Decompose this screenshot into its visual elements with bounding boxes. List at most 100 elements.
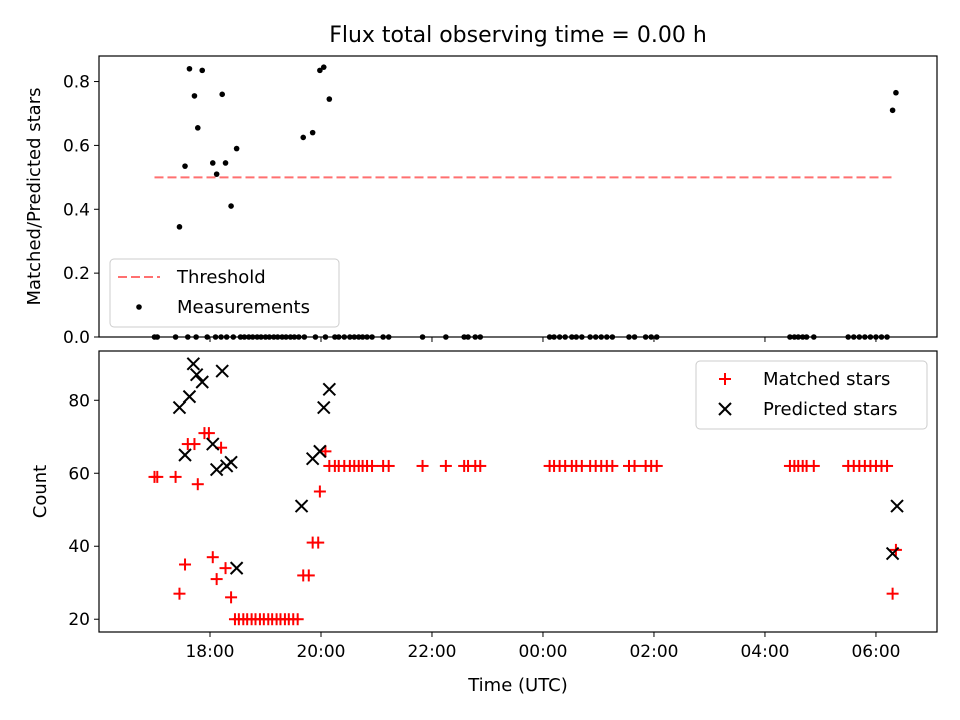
predicted-star-point — [186, 357, 201, 371]
predicted-star-point — [224, 455, 238, 470]
predicted-star-point — [206, 437, 220, 451]
matched-star-point — [439, 459, 452, 472]
measurement-point — [300, 134, 307, 141]
predicted-star-point — [890, 499, 904, 513]
matched-star-point — [302, 569, 315, 582]
matched-star-point — [606, 459, 619, 472]
bottom-panel: 20 40 60 80 18:00 20:00 22:00 00:00 02:00 04:00 06… — [30, 350, 938, 696]
bottom-plot-frame — [98, 350, 938, 633]
matched-star-point — [881, 459, 894, 472]
predicted-star-point — [195, 375, 209, 389]
measurement-point — [222, 160, 229, 166]
top-y-axis-label: Matched/Predicted stars — [24, 88, 45, 306]
measurement-point — [326, 96, 333, 102]
measurement-point — [194, 125, 201, 131]
matched-star-point — [319, 445, 332, 458]
bottom-legend: Matched stars Predicted stars — [695, 360, 928, 430]
predicted-star-point — [294, 499, 309, 513]
predicted-star-point — [182, 389, 197, 404]
predicted-stars-series — [172, 357, 904, 575]
predicted-star-point — [178, 448, 192, 462]
legend-measurements-label: Measurements — [177, 297, 310, 318]
predicted-star-point — [885, 546, 900, 561]
matched-star-point — [382, 459, 395, 472]
legend-measurements-swatch — [136, 304, 142, 310]
predicted-star-point — [313, 444, 327, 459]
top-y-tick-label: 0.0 — [63, 328, 90, 348]
measurement-point — [317, 67, 323, 74]
legend-threshold-label: Threshold — [176, 267, 266, 288]
bottom-y-tick-label: 40 — [68, 537, 90, 557]
measurement-point — [893, 89, 899, 96]
measurement-point — [228, 203, 234, 209]
measurement-point — [309, 129, 316, 136]
top-legend-box — [109, 258, 340, 328]
predicted-star-point — [209, 462, 224, 477]
bottom-axis-ticks: 20 40 60 80 18:00 20:00 22:00 00:00 02:00 04:00 06… — [68, 391, 900, 662]
legend-plus-marker — [719, 373, 731, 385]
matched-star-point — [474, 459, 487, 472]
matched-star-point — [225, 591, 238, 604]
matched-star-point — [313, 485, 326, 498]
measurement-point — [191, 93, 198, 99]
measurement-point — [889, 107, 896, 114]
measurement-point — [233, 145, 240, 152]
legend-matched-label: Matched stars — [763, 369, 890, 390]
matched-star-point — [188, 438, 201, 451]
measurement-point — [186, 65, 193, 72]
top-axis-ticks: 0.0 0.2 0.4 0.6 0.8 — [63, 73, 877, 348]
matched-star-point — [210, 573, 223, 586]
matched-star-point — [169, 470, 182, 483]
top-y-tick-label: 0.2 — [63, 264, 90, 284]
matched-star-point — [628, 459, 641, 472]
measurement-point — [209, 160, 216, 166]
top-panel: 0.00.20.40.60.8 Matched/Predicted stars … — [24, 55, 938, 348]
bottom-y-tick-label: 80 — [68, 391, 90, 411]
x-tick-label: 00:00 — [518, 642, 567, 662]
predicted-star-point — [317, 400, 331, 415]
predicted-star-point — [229, 561, 244, 575]
legend-x-marker — [718, 402, 732, 416]
bottom-y-axis-label: Count — [30, 465, 51, 518]
predicted-star-point — [172, 400, 187, 415]
matched-stars-series — [148, 427, 902, 626]
matched-star-point — [219, 562, 232, 575]
x-tick-label: 20:00 — [296, 642, 345, 662]
top-y-tick-label: 0.4 — [63, 200, 90, 220]
predicted-star-point — [215, 364, 229, 378]
top-legend: Threshold Measurements — [109, 258, 340, 328]
matched-star-point — [650, 459, 663, 472]
x-tick-label: 18:00 — [185, 642, 234, 662]
matched-star-point — [202, 427, 215, 440]
matched-star-point — [173, 587, 186, 600]
matched-star-point — [291, 613, 304, 626]
x-axis-label: Time (UTC) — [467, 675, 568, 696]
bottom-y-tick-label: 60 — [68, 464, 90, 484]
matched-star-point — [179, 558, 192, 571]
legend-matched-swatch — [719, 373, 731, 385]
matched-star-point — [807, 459, 820, 472]
measurement-point — [176, 224, 183, 230]
chart-title: Flux total observing time = 0.00 h — [329, 23, 707, 48]
measurement-point — [199, 67, 206, 74]
x-tick-label: 04:00 — [740, 642, 789, 662]
top-plot-frame — [98, 55, 938, 338]
legend-predicted-label: Predicted stars — [763, 399, 897, 420]
bottom-legend-box — [695, 360, 928, 430]
matched-star-point — [151, 470, 164, 483]
matched-star-point — [191, 478, 204, 491]
bottom-y-tick-label: 20 — [68, 610, 90, 630]
measurement-point — [320, 64, 327, 70]
matched-star-point — [416, 459, 429, 472]
legend-predicted-swatch — [718, 402, 732, 416]
x-tick-label: 06:00 — [851, 642, 900, 662]
top-y-tick-label: 0.6 — [63, 136, 90, 156]
top-y-tick-label: 0.8 — [63, 73, 90, 93]
matched-star-point — [312, 536, 325, 549]
predicted-star-point — [189, 368, 204, 382]
x-tick-label: 22:00 — [407, 642, 456, 662]
matched-star-point — [366, 459, 379, 472]
predicted-star-point — [322, 382, 337, 397]
